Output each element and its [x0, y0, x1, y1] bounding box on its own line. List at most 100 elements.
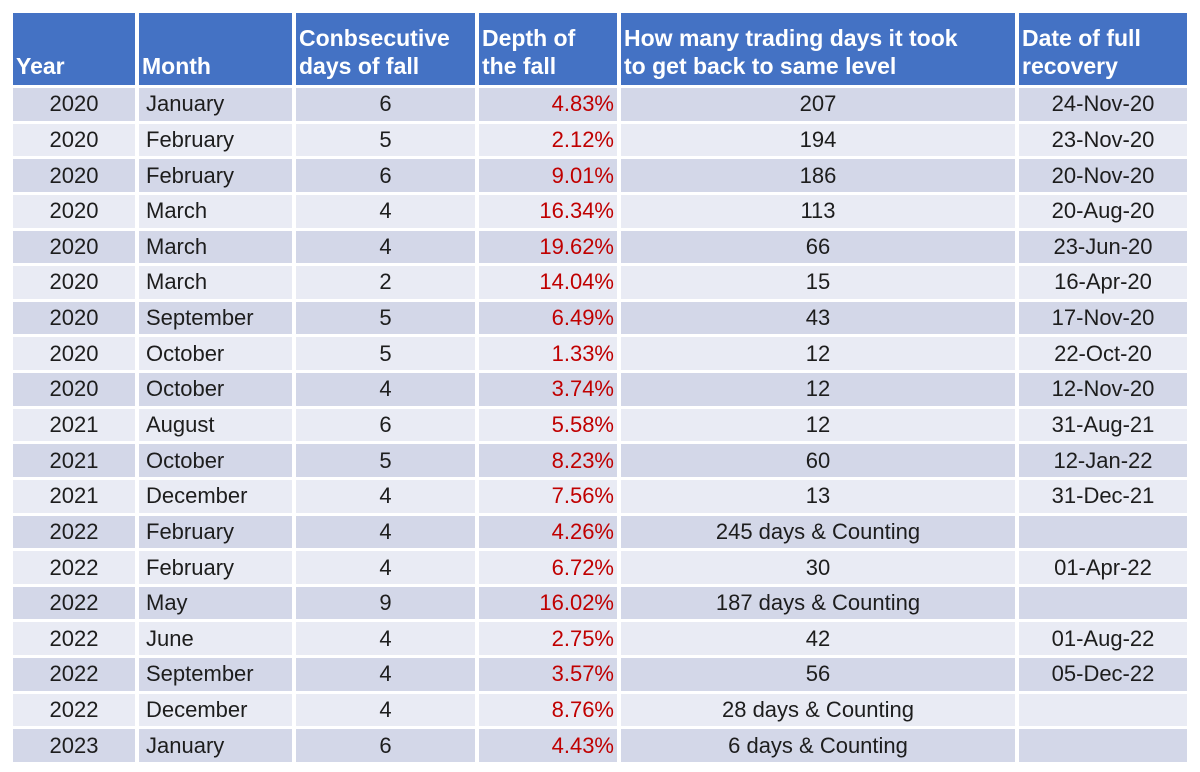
cell-year: 2022	[13, 622, 135, 656]
cell-trading-days: 245 days & Counting	[621, 515, 1015, 549]
cell-trading-days: 12	[621, 408, 1015, 442]
cell-consecutive-days: 5	[296, 123, 475, 157]
cell-trading-days: 194	[621, 123, 1015, 157]
cell-year: 2020	[13, 88, 135, 121]
cell-depth: 9.01%	[479, 159, 617, 192]
cell-consecutive-days: 9	[296, 586, 475, 620]
col-header-trading-days: How many trading days it took to get bac…	[621, 13, 1015, 85]
cell-recovery-date: 17-Nov-20	[1019, 301, 1187, 335]
cell-consecutive-days: 5	[296, 337, 475, 371]
cell-month: May	[139, 586, 292, 620]
cell-depth: 19.62%	[479, 230, 617, 264]
cell-recovery-date	[1019, 515, 1187, 549]
cell-trading-days: 6 days & Counting	[621, 729, 1015, 762]
cell-recovery-date	[1019, 586, 1187, 620]
cell-depth: 3.57%	[479, 658, 617, 691]
cell-depth: 1.33%	[479, 337, 617, 371]
cell-year: 2022	[13, 551, 135, 584]
cell-recovery-date: 20-Aug-20	[1019, 194, 1187, 228]
col-header-month: Month	[139, 13, 292, 85]
cell-consecutive-days: 6	[296, 159, 475, 192]
cell-depth: 14.04%	[479, 266, 617, 299]
cell-year: 2020	[13, 194, 135, 228]
cell-year: 2022	[13, 515, 135, 549]
cell-consecutive-days: 4	[296, 551, 475, 584]
cell-depth: 6.72%	[479, 551, 617, 584]
cell-recovery-date: 16-Apr-20	[1019, 266, 1187, 299]
cell-depth: 3.74%	[479, 373, 617, 406]
cell-trading-days: 30	[621, 551, 1015, 584]
cell-year: 2021	[13, 479, 135, 513]
cell-year: 2020	[13, 301, 135, 335]
cell-year: 2020	[13, 230, 135, 264]
cell-consecutive-days: 6	[296, 729, 475, 762]
cell-consecutive-days: 6	[296, 408, 475, 442]
cell-year: 2021	[13, 444, 135, 477]
cell-year: 2020	[13, 373, 135, 406]
cell-trading-days: 113	[621, 194, 1015, 228]
cell-year: 2022	[13, 586, 135, 620]
cell-consecutive-days: 4	[296, 693, 475, 727]
cell-depth: 7.56%	[479, 479, 617, 513]
cell-month: October	[139, 373, 292, 406]
cell-depth: 2.12%	[479, 123, 617, 157]
cell-trading-days: 43	[621, 301, 1015, 335]
cell-depth: 4.26%	[479, 515, 617, 549]
cell-trading-days: 15	[621, 266, 1015, 299]
cell-month: December	[139, 693, 292, 727]
cell-consecutive-days: 4	[296, 194, 475, 228]
cell-recovery-date: 22-Oct-20	[1019, 337, 1187, 371]
cell-month: December	[139, 479, 292, 513]
cell-consecutive-days: 4	[296, 373, 475, 406]
cell-depth: 16.34%	[479, 194, 617, 228]
cell-recovery-date: 05-Dec-22	[1019, 658, 1187, 691]
cell-trading-days: 187 days & Counting	[621, 586, 1015, 620]
cell-recovery-date: 23-Jun-20	[1019, 230, 1187, 264]
market-fall-recovery-table: Year Month Conbsecutive days of fall Dep…	[13, 13, 1187, 762]
cell-trading-days: 60	[621, 444, 1015, 477]
cell-month: June	[139, 622, 292, 656]
cell-consecutive-days: 4	[296, 658, 475, 691]
cell-month: March	[139, 230, 292, 264]
cell-trading-days: 12	[621, 337, 1015, 371]
cell-month: October	[139, 444, 292, 477]
cell-trading-days: 12	[621, 373, 1015, 406]
col-header-consecutive-days: Conbsecutive days of fall	[296, 13, 475, 85]
cell-month: January	[139, 88, 292, 121]
cell-trading-days: 207	[621, 88, 1015, 121]
cell-recovery-date: 31-Aug-21	[1019, 408, 1187, 442]
cell-recovery-date: 23-Nov-20	[1019, 123, 1187, 157]
cell-depth: 5.58%	[479, 408, 617, 442]
cell-trading-days: 13	[621, 479, 1015, 513]
cell-consecutive-days: 5	[296, 301, 475, 335]
cell-consecutive-days: 6	[296, 88, 475, 121]
cell-year: 2023	[13, 729, 135, 762]
table-grid: Year Month Conbsecutive days of fall Dep…	[13, 13, 1187, 762]
cell-trading-days: 42	[621, 622, 1015, 656]
cell-year: 2021	[13, 408, 135, 442]
cell-year: 2020	[13, 123, 135, 157]
cell-month: February	[139, 515, 292, 549]
cell-month: August	[139, 408, 292, 442]
cell-recovery-date: 12-Jan-22	[1019, 444, 1187, 477]
cell-trading-days: 186	[621, 159, 1015, 192]
col-header-year: Year	[13, 13, 135, 85]
cell-month: September	[139, 301, 292, 335]
col-header-depth: Depth of the fall	[479, 13, 617, 85]
cell-trading-days: 28 days & Counting	[621, 693, 1015, 727]
cell-trading-days: 66	[621, 230, 1015, 264]
cell-year: 2020	[13, 266, 135, 299]
cell-year: 2020	[13, 159, 135, 192]
cell-consecutive-days: 4	[296, 622, 475, 656]
cell-recovery-date: 01-Aug-22	[1019, 622, 1187, 656]
cell-month: February	[139, 551, 292, 584]
cell-month: January	[139, 729, 292, 762]
cell-year: 2020	[13, 337, 135, 371]
cell-consecutive-days: 4	[296, 230, 475, 264]
cell-month: February	[139, 159, 292, 192]
cell-depth: 2.75%	[479, 622, 617, 656]
cell-year: 2022	[13, 693, 135, 727]
cell-recovery-date	[1019, 693, 1187, 727]
cell-depth: 8.23%	[479, 444, 617, 477]
cell-year: 2022	[13, 658, 135, 691]
